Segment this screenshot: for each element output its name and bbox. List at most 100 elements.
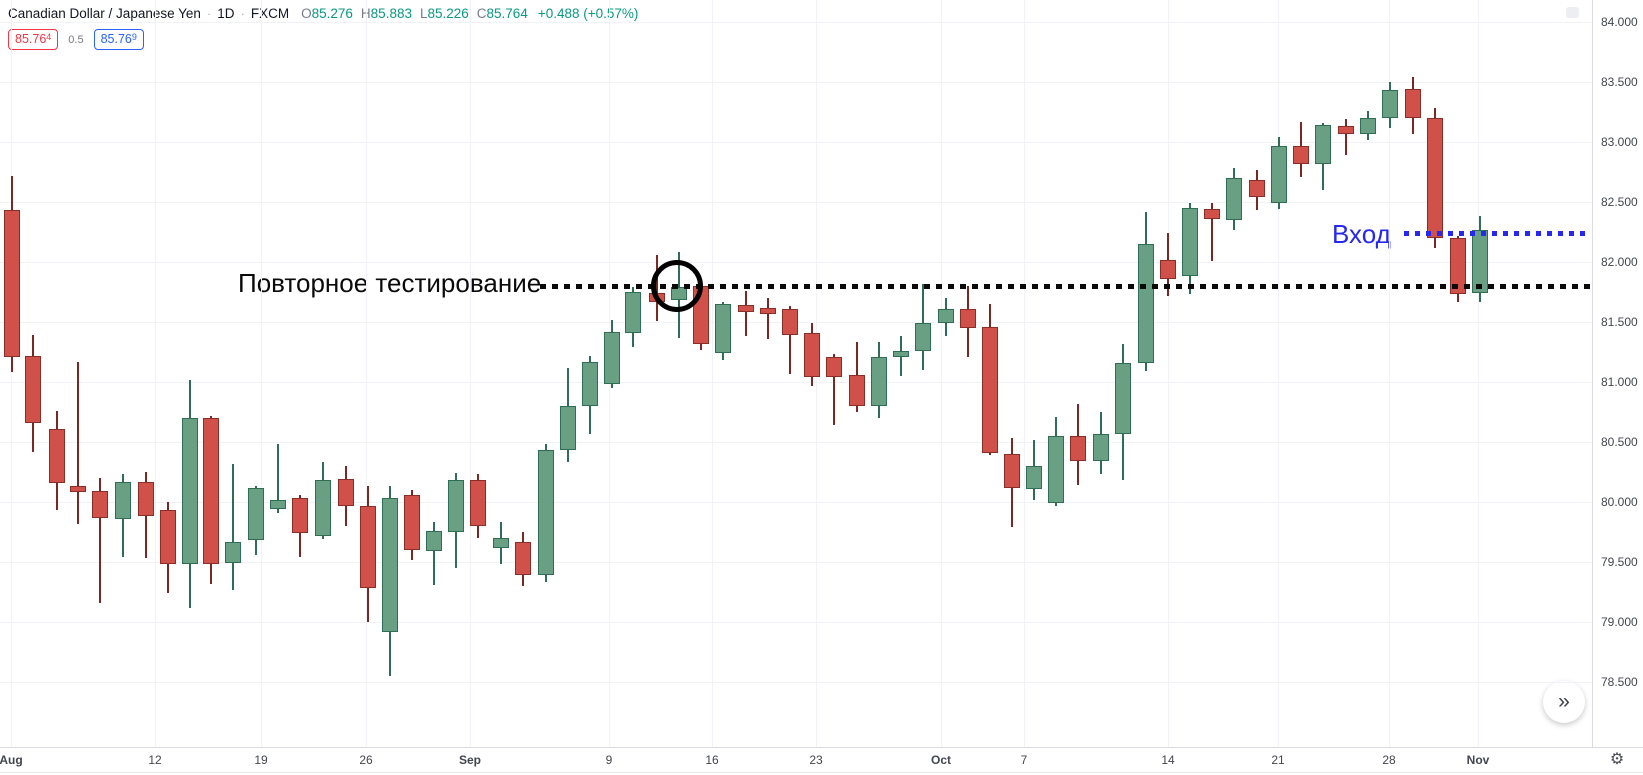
candle-body (538, 450, 554, 576)
time-axis[interactable]: ⚙ Aug 12 19 26 Sep 9 16 23 Oct 7 14 21 28 Nov (0, 747, 1643, 773)
v-gridline (1168, 0, 1169, 747)
price-tick-label: 80.500 (1601, 435, 1638, 449)
candle-body (448, 480, 464, 532)
candle-body (804, 332, 820, 378)
candle-body (938, 308, 954, 324)
time-tick-label: 7 (1020, 753, 1028, 767)
time-tick-label: 28 (1382, 753, 1396, 767)
ohlc-low-letter: L (419, 6, 428, 21)
candle-body (1182, 208, 1198, 277)
ohlc-high-letter: H (361, 6, 371, 21)
v-gridline (941, 0, 942, 747)
entry-annotation-label[interactable]: Вход (1332, 219, 1391, 250)
candle-body (182, 418, 198, 565)
pane-control-button[interactable] (1566, 7, 1579, 18)
legend-symbol-row: Canadian Dollar / Japanese Yen · 1D · FX… (8, 5, 638, 22)
ohlc-open-letter: O (301, 6, 312, 21)
candle-body (225, 541, 241, 564)
candle-body (1070, 436, 1086, 462)
time-tick-label: 23 (809, 753, 823, 767)
candle-body (1048, 436, 1064, 504)
ohlc-close-letter: C (476, 6, 487, 21)
v-gridline (366, 0, 367, 747)
candle-body (582, 361, 598, 406)
v-gridline (11, 0, 12, 747)
spread-label: 0.5 (68, 33, 84, 46)
candle-wick (77, 361, 79, 524)
price-tick-label: 83.000 (1601, 135, 1638, 149)
symbol-title[interactable]: Canadian Dollar / Japanese Yen (8, 6, 201, 21)
collapse-panel-button[interactable]: » (1543, 681, 1585, 723)
candle-body (470, 480, 486, 526)
candle-body (92, 491, 108, 518)
entry-dotted-line[interactable] (1404, 231, 1588, 237)
candle-body (248, 487, 264, 541)
v-gridline (1278, 0, 1279, 747)
bid-ask-row: 85.76 4 0.5 85.76 9 (8, 29, 638, 50)
candle-body (982, 326, 998, 453)
v-gridline (712, 0, 713, 747)
candle-body (315, 480, 331, 536)
candle-body (893, 350, 909, 357)
candle-body (915, 323, 931, 351)
time-tick-label: 16 (705, 753, 719, 767)
candle-wick (99, 478, 101, 603)
h-gridline (0, 82, 1592, 83)
ohlc-close-value: 85.764 (486, 6, 528, 21)
candle-body (1271, 145, 1287, 204)
time-tick-label: 26 (359, 753, 373, 767)
candle-body (871, 356, 887, 406)
retest-annotation-label[interactable]: Повторное тестирование (238, 268, 542, 298)
chart-plot-area[interactable]: Повторное тестирование Вход Canadian Dol… (0, 0, 1592, 747)
exchange-label[interactable]: FXCM (250, 6, 290, 21)
bid-price-sup: 4 (46, 32, 52, 42)
time-tick-label: Aug (0, 753, 23, 767)
candle-body (849, 374, 865, 406)
ohlc-open: O85.276 (301, 6, 353, 21)
candle-body (25, 355, 41, 423)
ohlc-low-value: 85.226 (427, 6, 469, 21)
candle-body (1026, 466, 1042, 489)
time-tick-label: 21 (1271, 753, 1285, 767)
candle-body (338, 479, 354, 506)
h-gridline (0, 202, 1592, 203)
candle-body (1427, 118, 1443, 238)
candle-body (760, 307, 776, 314)
price-tick-label: 82.000 (1601, 255, 1638, 269)
settings-gear-icon[interactable]: ⚙ (1605, 749, 1629, 770)
price-tick-label: 80.000 (1601, 495, 1638, 509)
h-gridline (0, 562, 1592, 563)
h-gridline (0, 142, 1592, 143)
candle-body (1249, 180, 1265, 198)
price-axis[interactable]: 84.000 83.500 83.000 82.500 82.000 81.500 81.0… (1592, 0, 1643, 771)
candle-body (49, 428, 65, 483)
time-tick-label: Oct (930, 753, 952, 767)
timeframe-label[interactable]: 1D (217, 6, 235, 21)
candle-body (1115, 362, 1131, 434)
h-gridline (0, 502, 1592, 503)
retest-dotted-line[interactable] (540, 284, 1592, 289)
v-gridline (1024, 0, 1025, 747)
ask-price-box[interactable]: 85.76 9 (93, 29, 144, 50)
ohlc-low: L85.226 (420, 6, 469, 21)
ohlc-readout: O85.276 H85.883 L85.226 C85.764 (301, 6, 536, 21)
ask-price-main: 85.76 (100, 32, 132, 46)
candle-body (115, 481, 131, 519)
candle-wick (833, 354, 835, 426)
price-tick-label: 78.500 (1601, 675, 1638, 689)
candle-body (738, 305, 754, 313)
candle-body (203, 418, 219, 565)
bid-price-box[interactable]: 85.76 4 (8, 29, 59, 50)
h-gridline (0, 442, 1592, 443)
candle-body (1405, 89, 1421, 118)
ask-price-sup: 9 (131, 32, 137, 42)
candle-body (160, 510, 176, 565)
price-tick-label: 81.500 (1601, 315, 1638, 329)
v-gridline (155, 0, 156, 747)
candle-body (382, 498, 398, 632)
separator-dot: · (240, 6, 245, 21)
candle-body (1160, 259, 1176, 279)
candle-body (1293, 145, 1309, 164)
retest-circle-annotation[interactable] (651, 260, 703, 312)
v-gridline (1478, 0, 1479, 747)
